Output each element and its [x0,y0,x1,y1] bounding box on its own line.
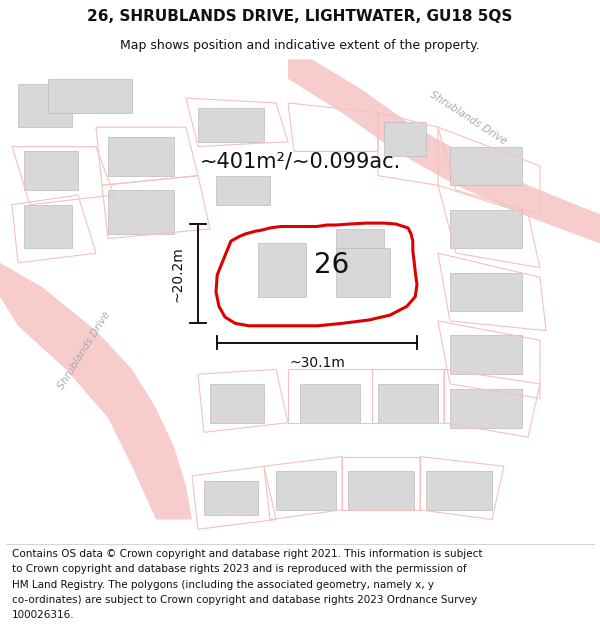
Bar [216,176,270,205]
Bar [24,205,72,248]
Bar [300,384,360,423]
Text: 100026316.: 100026316. [12,609,74,619]
Bar [48,79,132,112]
Bar [108,137,174,176]
Text: HM Land Registry. The polygons (including the associated geometry, namely x, y: HM Land Registry. The polygons (includin… [12,579,434,589]
Text: ~401m²/~0.099ac.: ~401m²/~0.099ac. [199,151,401,171]
Polygon shape [288,59,600,243]
Bar [450,272,522,311]
Text: 26, SHRUBLANDS DRIVE, LIGHTWATER, GU18 5QS: 26, SHRUBLANDS DRIVE, LIGHTWATER, GU18 5… [88,9,512,24]
Bar [198,107,264,142]
Bar [258,243,306,297]
Bar [426,471,492,510]
Text: Shrublands Drive: Shrublands Drive [428,89,508,146]
Bar [18,84,72,127]
Text: Contains OS data © Crown copyright and database right 2021. This information is : Contains OS data © Crown copyright and d… [12,549,482,559]
Text: ~30.1m: ~30.1m [289,356,345,370]
Bar [384,122,426,156]
Text: to Crown copyright and database rights 2023 and is reproduced with the permissio: to Crown copyright and database rights 2… [12,564,467,574]
Polygon shape [0,262,192,519]
Text: 26: 26 [314,251,349,279]
Bar [276,471,336,510]
Bar [450,336,522,374]
Bar [108,190,174,234]
Bar [450,146,522,185]
Text: Map shows position and indicative extent of the property.: Map shows position and indicative extent… [120,39,480,52]
Bar [450,389,522,428]
Bar [210,384,264,423]
Bar [348,471,414,510]
Bar [378,384,438,423]
Text: Shrublands Drive: Shrublands Drive [56,309,112,391]
Text: co-ordinates) are subject to Crown copyright and database rights 2023 Ordnance S: co-ordinates) are subject to Crown copyr… [12,594,477,604]
Text: ~20.2m: ~20.2m [171,246,185,302]
Bar [24,151,78,190]
Bar [336,229,384,248]
Bar [450,209,522,248]
Bar [336,248,390,297]
Bar [204,481,258,515]
